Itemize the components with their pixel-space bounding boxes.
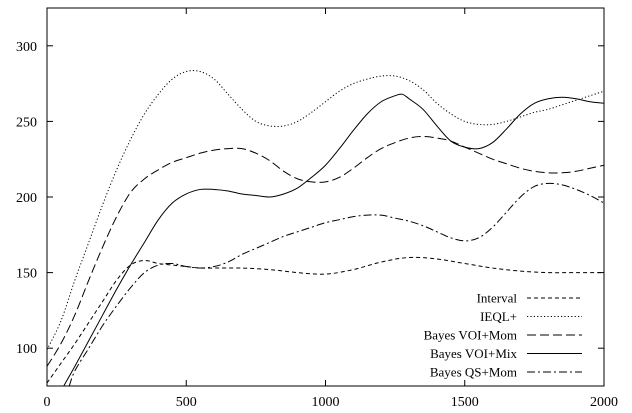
series-line-bayes-voi-mom	[47, 136, 604, 367]
y-tick-label: 300	[16, 40, 37, 55]
legend-label-bayes-voi-mix: Bayes VOI+Mix	[430, 346, 517, 361]
legend-label-interval: Interval	[477, 291, 518, 306]
legend-label-ieql: IEQL+	[480, 309, 517, 324]
legend: Interval IEQL+ Bayes VOI+Mom Bayes VOI+Mix B…	[424, 291, 582, 380]
x-tick-label: 500	[176, 395, 197, 410]
plot-area: 0 500 1000 1500 2000 100 150 200 250 300	[16, 7, 618, 410]
series-line-ieql	[47, 70, 604, 350]
series-lines	[47, 70, 604, 386]
series-line-interval	[47, 256, 604, 384]
y-tick-label: 200	[16, 191, 37, 206]
x-tick-label: 1000	[312, 395, 340, 410]
y-tick-label: 250	[16, 115, 37, 130]
legend-label-bayes-qs-mom: Bayes QS+Mom	[430, 365, 517, 380]
y-tick-label: 150	[16, 267, 37, 282]
series-line-bayes-qs-mom	[68, 182, 604, 386]
y-axis: 100 150 200 250 300	[16, 40, 604, 357]
y-tick-label: 100	[16, 342, 37, 357]
series-line-bayes-voi-mix	[63, 93, 604, 386]
x-tick-label: 1500	[451, 395, 479, 410]
x-tick-label: 2000	[590, 395, 618, 410]
x-tick-label: 0	[44, 395, 51, 410]
x-axis: 0 500 1000 1500 2000	[44, 8, 618, 410]
legend-label-bayes-voi-mom: Bayes VOI+Mom	[424, 328, 517, 343]
